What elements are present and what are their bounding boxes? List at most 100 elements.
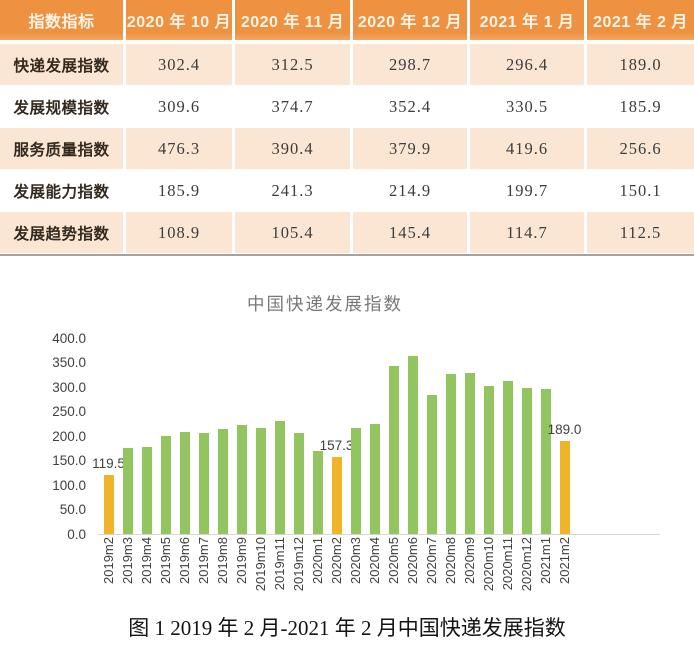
- bar-slot: [517, 338, 536, 534]
- bar-slot: [403, 338, 422, 534]
- x-axis-label: 2020m6: [405, 537, 420, 584]
- bar-slot: [422, 338, 441, 534]
- chart-title: 中国快递发展指数: [247, 294, 403, 314]
- x-axis-label-slot: 2019m4: [137, 537, 156, 611]
- x-axis-label-slot: 2020m9: [460, 537, 479, 611]
- value-cell: 302.4: [126, 44, 232, 85]
- x-axis-label: 2020m8: [443, 537, 458, 584]
- header-cell-month: 2020 年 12 月: [353, 0, 467, 40]
- row-label-cell: 快递发展指数: [0, 44, 123, 85]
- x-axis-label-slot: 2020m11: [498, 537, 517, 611]
- bar-slot: [118, 338, 137, 534]
- x-axis-label: 2020m11: [500, 537, 515, 591]
- bar-slot: [346, 338, 365, 534]
- bars: 119.5 157.3 189.0: [92, 338, 581, 534]
- value-cell: 112.5: [587, 212, 694, 253]
- x-axis-label: 2020m1: [310, 537, 325, 584]
- bar: [179, 431, 190, 534]
- bar-slot: [536, 338, 555, 534]
- x-axis-label: 2019m11: [272, 537, 287, 591]
- y-axis-tick: 350.0: [52, 355, 86, 370]
- bar-slot: [232, 338, 251, 534]
- bar-slot: [213, 338, 232, 534]
- bar: [198, 432, 209, 534]
- bar-slot: 157.3: [320, 338, 353, 534]
- x-axis-label-slot: 2019m6: [175, 537, 194, 611]
- x-axis-label: 2021m1: [538, 537, 553, 584]
- bar-slot: [270, 338, 289, 534]
- value-cell: 374.7: [235, 86, 350, 127]
- x-axis-label: 2019m6: [177, 537, 192, 584]
- x-axis-label-slot: 2020m6: [403, 537, 422, 611]
- y-axis-tick: 200.0: [52, 428, 86, 444]
- bar-slot: 189.0: [548, 338, 581, 534]
- row-label-cell: 服务质量指数: [0, 128, 123, 169]
- bar: [407, 355, 418, 534]
- x-axis-label-slot: 2020m3: [346, 537, 365, 611]
- header-cell-month: 2020 年 10 月: [126, 0, 232, 40]
- bar: [426, 395, 437, 534]
- x-axis-label-slot: 2019m9: [232, 537, 251, 611]
- value-cell: 476.3: [126, 128, 232, 169]
- plot-area: 119.5 157.3 189.0: [92, 338, 660, 535]
- x-axis-label-slot: 2019m3: [118, 537, 137, 611]
- value-cell: 296.4: [470, 44, 584, 85]
- x-axis-label: 2019m2: [101, 537, 116, 584]
- x-axis-label: 2021m2: [557, 537, 572, 584]
- x-axis-label-slot: 2020m2: [327, 537, 346, 611]
- value-cell: 185.9: [587, 86, 694, 127]
- bar: [312, 451, 323, 534]
- x-axis-label: 2019m9: [234, 537, 249, 584]
- bar-slot: [175, 338, 194, 534]
- bar: [464, 372, 475, 534]
- x-axis-label-slot: 2020m5: [384, 537, 403, 611]
- bar-slot: [308, 338, 327, 534]
- bar: [103, 475, 114, 534]
- bar: [350, 428, 361, 534]
- table-body: 快递发展指数 302.4 312.5 298.7 296.4 189.0 发展规模指数 309…: [0, 44, 694, 253]
- x-axis-labels: 2019m2 2019m3 2019m4 2019m5 2019m6 2019m7 2019…: [99, 537, 574, 611]
- bar: [369, 424, 380, 534]
- x-axis-label-slot: 2020m1: [308, 537, 327, 611]
- x-axis-label: 2019m4: [139, 537, 154, 584]
- bar: [274, 421, 285, 534]
- x-axis-label: 2020m7: [424, 537, 439, 584]
- x-axis-label-slot: 2020m8: [441, 537, 460, 611]
- bar: [331, 456, 342, 534]
- bar: [559, 441, 570, 534]
- table-row: 发展趋势指数 108.9 105.4 145.4 114.7 112.5: [0, 212, 694, 253]
- value-cell: 189.0: [587, 44, 694, 85]
- bar-value-label: 119.5: [92, 456, 125, 472]
- bar: [217, 428, 228, 534]
- y-axis-tick: 0.0: [67, 526, 86, 542]
- bar: [255, 427, 266, 534]
- bar: [160, 436, 171, 534]
- x-axis-label: 2019m5: [158, 537, 173, 584]
- value-cell: 199.7: [470, 170, 584, 211]
- x-axis-label: 2020m12: [519, 537, 534, 592]
- bar-slot: [365, 338, 384, 534]
- x-axis-label-slot: 2020m12: [517, 537, 536, 611]
- y-axis-tick: 250.0: [52, 404, 86, 419]
- bar-slot: [289, 338, 308, 534]
- bar: [236, 424, 247, 534]
- value-cell: 185.9: [126, 170, 232, 211]
- value-cell: 379.9: [353, 128, 467, 169]
- x-axis-label-slot: 2021m1: [536, 537, 555, 611]
- y-axis-tick: 50.0: [59, 502, 86, 517]
- value-cell: 330.5: [470, 86, 584, 127]
- value-cell: 256.6: [587, 128, 694, 169]
- header-cell-month: 2020 年 11 月: [235, 0, 350, 40]
- bar: [141, 446, 152, 534]
- value-cell: 309.6: [126, 86, 232, 127]
- y-axis-tick: 150.0: [52, 453, 86, 468]
- y-axis: 400.0 350.0 300.0 250.0 200.0 150.0 100.0 50.0 0…: [30, 331, 86, 542]
- index-table: 指数指标 2020 年 10 月 2020 年 11 月 2020 年 12 月 202…: [0, 0, 694, 256]
- x-axis-label-slot: 2019m10: [251, 537, 270, 611]
- x-axis-label-slot: 2019m11: [270, 537, 289, 611]
- value-cell: 105.4: [235, 212, 350, 253]
- y-axis-tick: 100.0: [52, 477, 86, 493]
- bar-slot: [137, 338, 156, 534]
- table-row: 服务质量指数 476.3 390.4 379.9 419.6 256.6: [0, 128, 694, 169]
- table-bottom-border: [0, 254, 694, 256]
